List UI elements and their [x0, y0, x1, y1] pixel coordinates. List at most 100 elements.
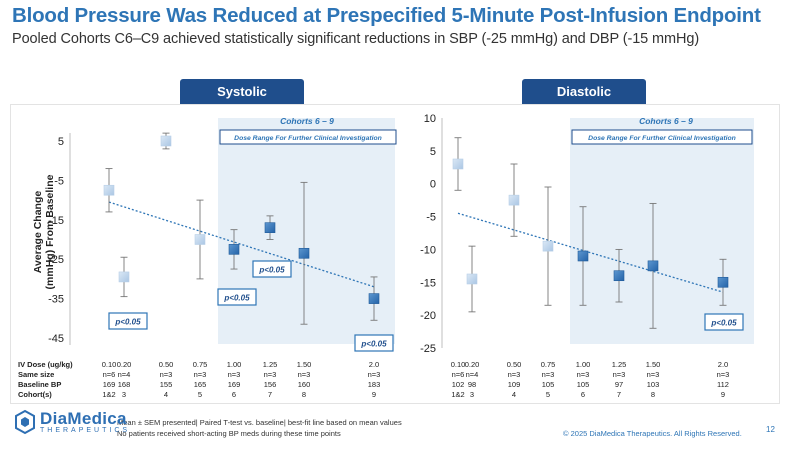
systolic-y-axis-label: Average Change(mmHg) From Baseline: [32, 174, 56, 289]
y-tick-label: 10: [424, 113, 436, 125]
data-point: [466, 273, 478, 285]
table-cell: 2.0: [369, 360, 379, 369]
table-cell: 0.50: [507, 360, 522, 369]
p-value-label: p<0.05: [223, 294, 250, 303]
table-cell: 102: [452, 380, 465, 389]
table-cell: 165: [194, 380, 207, 389]
table-cell: 183: [368, 380, 381, 389]
table-cell: 1.25: [612, 360, 627, 369]
systolic-dose-range-band: [218, 118, 395, 344]
table-cell: n=3: [542, 370, 555, 379]
y-tick-label: 0: [430, 179, 436, 191]
diastolic-tab: Diastolic: [522, 79, 646, 104]
table-cell: 1&2: [102, 390, 115, 399]
diastolic-dose-range-label: Dose Range For Further Clinical Investig…: [588, 135, 736, 142]
table-cell: 2.0: [718, 360, 728, 369]
page-title: Blood Pressure Was Reduced at Prespecifi…: [12, 4, 761, 27]
systolic-dose-range-label: Dose Range For Further Clinical Investig…: [234, 135, 382, 142]
table-row-label: Baseline BP: [18, 380, 61, 389]
table-cell: 0.20: [465, 360, 480, 369]
table-cell: n=3: [264, 370, 277, 379]
y-tick-label: -35: [48, 294, 64, 306]
data-point: [368, 293, 380, 304]
data-point: [298, 247, 310, 259]
table-cell: 109: [508, 380, 521, 389]
table-cell: 168: [118, 380, 131, 389]
table-cell: n=3: [194, 370, 207, 379]
y-tick-label: -10: [420, 244, 436, 256]
table-cell: 1.00: [576, 360, 591, 369]
table-cell: 6: [581, 390, 585, 399]
table-cell: 0.10: [102, 360, 117, 369]
systolic-dose-range-box: [219, 129, 397, 145]
data-point: [647, 260, 659, 272]
systolic-cohort-label: Cohorts 6 – 9: [280, 116, 334, 126]
table-cell: n=3: [228, 370, 241, 379]
p-value-label: p<0.05: [258, 266, 285, 275]
footnote-1: Mean ± SEM presented| Paired T-test vs. …: [117, 418, 402, 427]
diastolic-dose-range-band: [570, 118, 754, 344]
data-point: [264, 222, 276, 233]
logo-name: DiaMedica: [40, 409, 127, 428]
table-cell: 105: [577, 380, 590, 389]
y-tick-label: -25: [48, 254, 64, 266]
diastolic-cohort-label: Cohorts 6 – 9: [639, 116, 693, 126]
y-tick-label: -5: [426, 212, 436, 224]
table-cell: n=4: [118, 370, 131, 379]
table-cell: n=3: [717, 370, 730, 379]
table-cell: 155: [160, 380, 173, 389]
table-cell: n=3: [298, 370, 311, 379]
y-tick-label: 5: [430, 146, 436, 158]
data-point: [542, 240, 554, 252]
table-cell: 1&2: [451, 390, 464, 399]
table-cell: 0.75: [193, 360, 208, 369]
page-number: 12: [766, 425, 775, 434]
table-cell: 7: [268, 390, 272, 399]
data-point: [613, 270, 625, 282]
systolic-table: IV Dose (ug/kg) 0.10 0.20 0.50 0.75 1.00 1.25 1…: [18, 360, 380, 399]
data-point: [577, 250, 589, 262]
table-cell: 98: [468, 380, 476, 389]
data-point: [228, 244, 240, 255]
table-cell: n=6: [103, 370, 116, 379]
copyright: © 2025 DiaMedica Therapeutics. All Right…: [563, 429, 742, 438]
table-cell: 1.25: [263, 360, 278, 369]
table-cell: n=3: [368, 370, 381, 379]
table-cell: 156: [264, 380, 277, 389]
y-tick-label: -15: [420, 277, 436, 289]
table-row-label: Cohort(s): [18, 390, 52, 399]
data-point: [452, 158, 464, 170]
table-cell: 0.20: [117, 360, 132, 369]
table-cell: n=4: [466, 370, 479, 379]
table-row-label: IV Dose (ug/kg): [18, 360, 73, 369]
table-cell: n=3: [647, 370, 660, 379]
data-point: [103, 184, 115, 196]
page-subtitle: Pooled Cohorts C6–C9 achieved statistica…: [12, 31, 700, 47]
table-cell: 169: [228, 380, 241, 389]
table-row-label: Same size: [18, 370, 54, 379]
table-cell: 9: [372, 390, 376, 399]
table-cell: 1.50: [297, 360, 312, 369]
logo-subtitle: THERAPEUTICS: [40, 427, 131, 434]
p-value-label: p<0.05: [360, 340, 387, 349]
table-cell: 112: [717, 380, 729, 389]
table-cell: 6: [232, 390, 236, 399]
table-cell: 0.50: [159, 360, 174, 369]
y-tick-label: -25: [420, 343, 436, 355]
table-cell: 169: [103, 380, 116, 389]
chart-frame: [10, 104, 780, 404]
data-point: [160, 135, 172, 147]
table-cell: n=3: [508, 370, 521, 379]
data-point: [508, 194, 520, 206]
company-logo: DiaMedica THERAPEUTICS: [14, 409, 130, 435]
diastolic-trendline: [457, 212, 724, 293]
systolic-tab: Systolic: [180, 79, 304, 104]
logo-mark-icon: [15, 409, 35, 435]
table-cell: n=3: [577, 370, 590, 379]
p-value-label: p<0.05: [114, 318, 141, 327]
table-cell: 4: [164, 390, 168, 399]
table-cell: 4: [512, 390, 516, 399]
table-cell: 1.00: [227, 360, 242, 369]
systolic-trendline: [108, 201, 375, 288]
y-tick-label: -5: [54, 175, 64, 187]
